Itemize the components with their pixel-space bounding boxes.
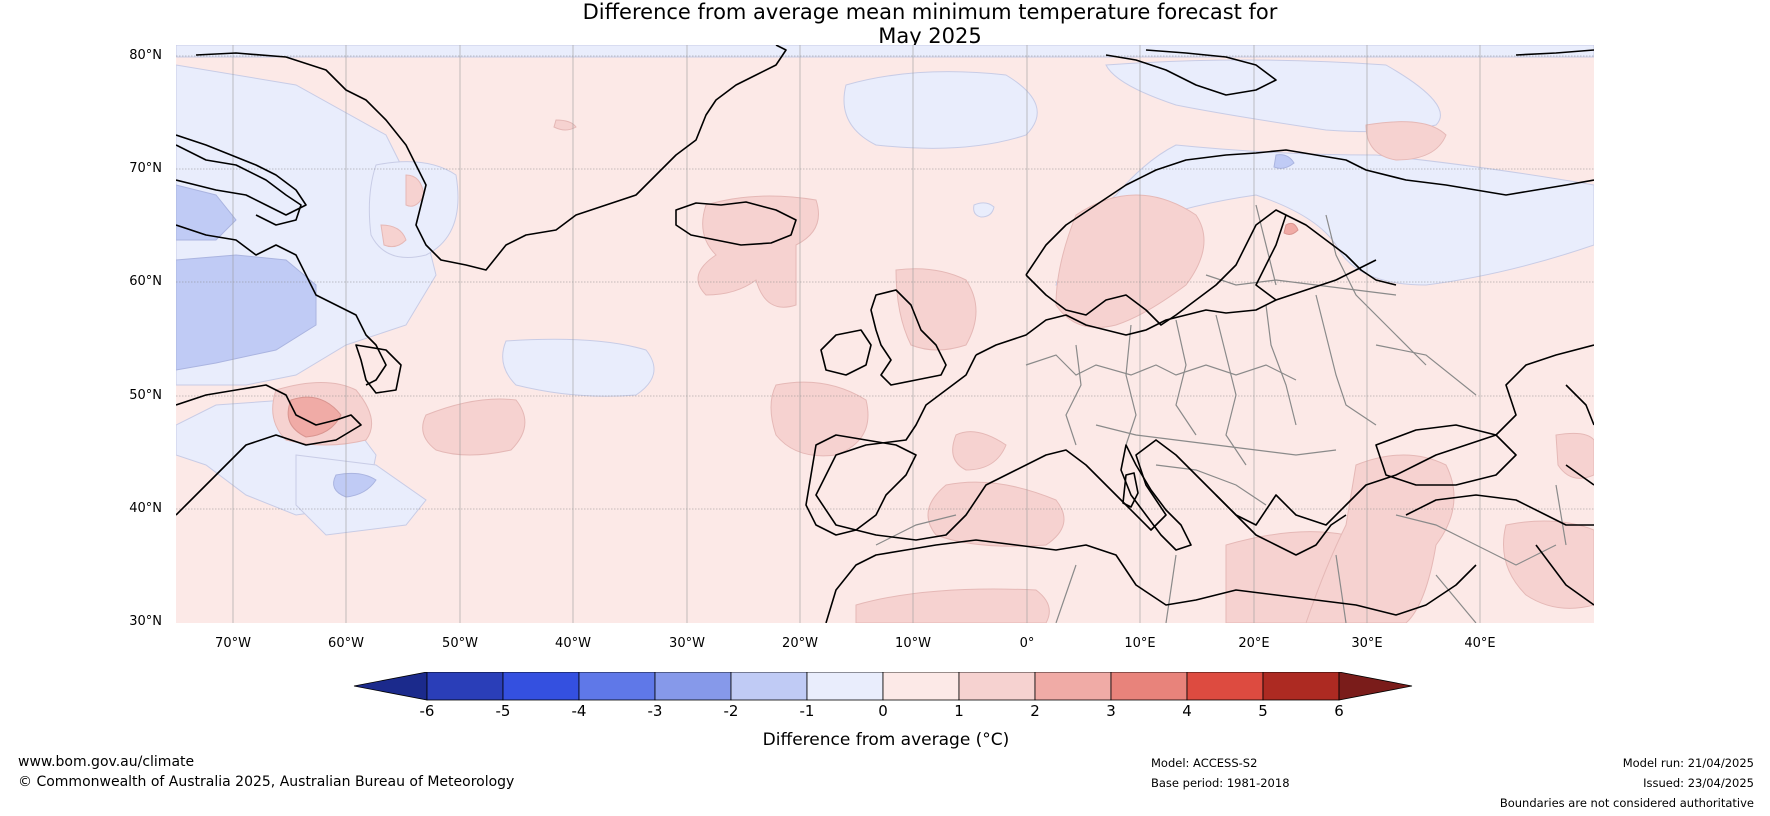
north-africa-coast — [825, 539, 1477, 623]
footer-model: Model: ACCESS-S2 — [1151, 756, 1258, 770]
arctic-islands-coast — [1105, 49, 1277, 96]
colorbar-segment — [654, 672, 732, 701]
colorbar-tick: 6 — [1334, 702, 1344, 720]
country-borders — [875, 204, 1567, 623]
lon-label-60w: 60°W — [328, 636, 364, 651]
balkans-coast — [1215, 494, 1347, 556]
lat-label-40n: 40°N — [129, 501, 162, 516]
lon-label-0: 0° — [1019, 636, 1035, 651]
colorbar-segment — [502, 672, 580, 701]
newfoundland-coast — [355, 344, 402, 394]
lon-label-70w: 70°W — [215, 636, 251, 651]
colorbar-segment — [578, 672, 656, 701]
lon-label-50w: 50°W — [442, 636, 478, 651]
lon-label-40e: 40°E — [1464, 636, 1496, 651]
footer-model-run: Model run: 21/04/2025 — [1622, 756, 1754, 770]
warm-anomaly-areas — [287, 222, 1299, 438]
europe-coast — [815, 299, 1594, 541]
colorbar-segment — [806, 672, 884, 701]
colorbar-tick: 5 — [1258, 702, 1268, 720]
caspian-coast — [1535, 384, 1594, 606]
lon-label-20w: 20°W — [782, 636, 818, 651]
colorbar-segment — [1186, 672, 1264, 701]
map-title: Difference from average mean minimum tem… — [0, 0, 1770, 48]
colorbar-segment — [1110, 672, 1188, 701]
footer-base-period: Base period: 1981-2018 — [1151, 776, 1290, 790]
title-line-2: May 2025 — [878, 24, 982, 48]
colorbar-segment — [1262, 672, 1340, 701]
negative-anomaly-areas — [176, 45, 1594, 536]
colorbar-tick: 1 — [954, 702, 964, 720]
lat-label-50n: 50°N — [129, 388, 162, 403]
lat-label-70n: 70°N — [129, 161, 162, 176]
finland-coast — [1285, 214, 1397, 286]
moderate-negative-anomaly — [176, 154, 1295, 498]
britain-coast — [870, 289, 947, 386]
colorbar-extend-low — [353, 672, 428, 701]
graticule — [176, 55, 1594, 510]
footer-disclaimer: Boundaries are not considered authoritat… — [1499, 796, 1754, 810]
lat-label-80n: 80°N — [129, 48, 162, 63]
footer-issued: Issued: 23/04/2025 — [1643, 776, 1754, 790]
lat-label-30n: 30°N — [129, 614, 162, 629]
colorbar-segment — [426, 672, 504, 701]
colorbar-tick: -5 — [495, 702, 511, 720]
colorbar-tick: -4 — [571, 702, 587, 720]
maritimes-coast — [176, 384, 362, 516]
lon-label-30w: 30°W — [669, 636, 705, 651]
lon-label-20e: 20°E — [1238, 636, 1270, 651]
greenland-coast — [176, 45, 787, 271]
colorbar-tick: -6 — [419, 702, 435, 720]
ireland-coast — [820, 329, 872, 376]
colorbar-segment — [1034, 672, 1112, 701]
italy-coast — [1120, 444, 1192, 551]
baffin-coast — [176, 134, 307, 216]
colorbar-tick: 3 — [1106, 702, 1116, 720]
colorbar-extend-high — [1338, 672, 1413, 701]
footer-copyright: © Commonwealth of Australia 2025, Austra… — [18, 774, 515, 790]
colorbar-tick: 2 — [1030, 702, 1040, 720]
scandinavia-coast — [1025, 149, 1594, 276]
meridians — [232, 45, 1481, 623]
colorbar-tick: -2 — [723, 702, 739, 720]
colorbar-segment — [730, 672, 808, 701]
colorbar-segment — [882, 672, 960, 701]
colorbar-tick: 4 — [1182, 702, 1192, 720]
footer-url: www.bom.gov.au/climate — [18, 754, 195, 770]
coastlines — [176, 45, 1594, 623]
positive-anomaly-areas — [272, 119, 1594, 623]
lon-label-10e: 10°E — [1124, 636, 1156, 651]
lat-label-60n: 60°N — [129, 274, 162, 289]
labrador-coast — [176, 224, 387, 386]
lon-label-40w: 40°W — [555, 636, 591, 651]
title-line-1: Difference from average mean minimum tem… — [582, 0, 1278, 24]
iceland-coast — [675, 201, 797, 246]
norway-south-coast — [1025, 209, 1377, 326]
colorbar-segment — [958, 672, 1036, 701]
colorbar-tick: 0 — [878, 702, 888, 720]
lon-label-30e: 30°E — [1351, 636, 1383, 651]
iberia-coast — [805, 434, 917, 536]
forecast-map — [176, 45, 1594, 623]
lon-label-10w: 10°W — [895, 636, 931, 651]
colorbar — [353, 672, 1413, 701]
turkey-coast — [1405, 494, 1594, 526]
corsica-coast — [1122, 472, 1139, 508]
colorbar-tick: -3 — [647, 702, 663, 720]
black-sea-coast — [1375, 424, 1517, 486]
colorbar-tick: -1 — [799, 702, 815, 720]
colorbar-label: Difference from average (°C) — [762, 730, 1010, 750]
